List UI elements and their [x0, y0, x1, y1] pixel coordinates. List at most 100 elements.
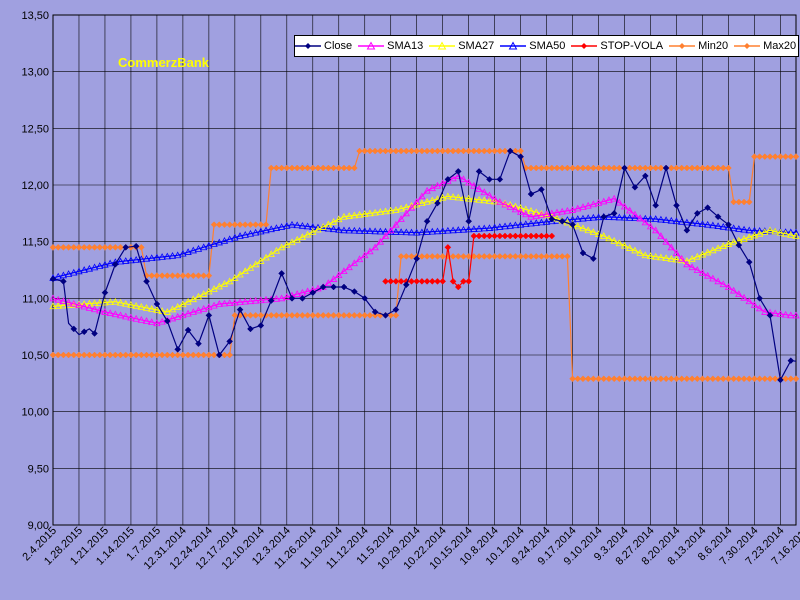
sma50-point: [413, 228, 421, 236]
close-point: [267, 297, 275, 304]
max20-point: [480, 147, 488, 155]
sma27-point: [220, 280, 229, 287]
sma50-point: [200, 243, 208, 251]
min20-point: [558, 253, 566, 260]
max20-point: [60, 243, 67, 251]
close-point: [382, 311, 389, 319]
sma13-point: [54, 295, 62, 303]
stop-vola-point: [491, 232, 498, 240]
min20-point: [428, 253, 436, 260]
sma27-point: [600, 232, 608, 239]
sma13-point: [584, 201, 592, 209]
max20-point: [538, 164, 545, 172]
sma27-point: [189, 295, 197, 303]
sma13-point: [636, 214, 644, 222]
max20-point: [189, 272, 197, 280]
max20-point: [49, 243, 57, 251]
min20-point: [693, 375, 701, 383]
sma50-point: [428, 227, 436, 235]
max20-point: [174, 272, 182, 280]
sma50-point: [283, 221, 291, 229]
min20-point: [163, 351, 171, 359]
sma27-point: [215, 282, 223, 290]
sma50-point: [54, 272, 62, 280]
max20-point: [688, 164, 696, 172]
sma27-point: [620, 241, 629, 249]
close-point: [101, 289, 109, 297]
sma27-point: [589, 228, 598, 236]
sma50-point: [116, 257, 125, 265]
legend-label: SMA50: [529, 40, 566, 52]
sma27-point: [631, 246, 639, 254]
sma50-point: [688, 219, 696, 226]
sma13-point: [761, 308, 769, 315]
stop-vola-point: [517, 232, 524, 240]
sma50-point: [132, 255, 140, 263]
sma50-point: [652, 215, 660, 222]
sma13-point: [168, 314, 177, 322]
sma13-point: [740, 293, 748, 301]
sma13-point: [703, 271, 712, 279]
max20-point: [210, 221, 218, 229]
sma27-point: [792, 232, 800, 239]
sma50-point: [464, 225, 473, 233]
close-point: [631, 183, 639, 191]
sma27-point: [657, 253, 665, 261]
sma13-point: [283, 293, 291, 300]
stop-vola-point: [397, 277, 405, 285]
sma50-point: [418, 228, 426, 236]
min20-point: [657, 375, 665, 383]
close-point: [49, 275, 57, 283]
sma50-point: [454, 226, 462, 233]
close-point: [330, 283, 337, 291]
max20-point: [667, 164, 675, 172]
sma50-point: [153, 253, 161, 261]
sma13-point: [413, 198, 421, 205]
sma27-point: [667, 254, 675, 262]
close-point: [579, 249, 587, 257]
min20-point: [117, 351, 124, 359]
min20-point: [527, 253, 535, 260]
plot-area: [52, 14, 797, 526]
max20-point: [252, 221, 259, 229]
stop-vola-point: [543, 232, 550, 240]
sma13-point: [194, 306, 203, 314]
sma50-point: [303, 222, 312, 230]
sma50-point: [75, 267, 83, 275]
min20-point: [678, 375, 686, 383]
sma50-point: [490, 223, 499, 231]
sma13-point: [376, 237, 385, 245]
min20-point: [361, 311, 369, 319]
sma13-point: [293, 290, 301, 297]
close-point: [226, 338, 234, 345]
max20-point: [590, 164, 597, 172]
sma27-point: [423, 197, 431, 205]
sma13-point: [641, 218, 649, 226]
min20-point: [683, 375, 691, 383]
max20-point: [449, 147, 457, 155]
max20-point: [553, 164, 561, 172]
sma50-point: [480, 224, 488, 232]
y-axis: 9,00 9,50 10,00 10,50 11,00 11,50 12,00 12,50 13…: [21, 10, 49, 532]
sma50-point: [433, 227, 442, 235]
sma13-point: [527, 212, 535, 220]
sma50-point: [735, 225, 743, 232]
max20-point: [351, 164, 358, 172]
sma27-point: [418, 199, 426, 207]
close-point: [444, 175, 452, 183]
max20-point: [382, 147, 389, 155]
sma27-point: [257, 257, 265, 264]
sma27-point: [428, 196, 436, 204]
min20-point: [766, 375, 774, 383]
max20-point: [241, 221, 249, 229]
sma13-point: [111, 310, 120, 318]
min20-point: [418, 253, 426, 260]
min20-point: [725, 375, 732, 383]
y-tick-label: 11,00: [22, 293, 49, 305]
max20-point: [278, 164, 285, 172]
stop-vola-point: [418, 277, 426, 285]
close-point: [756, 294, 763, 302]
sma50-point: [298, 221, 307, 229]
max20-point: [678, 164, 686, 172]
max20-point: [299, 164, 306, 172]
